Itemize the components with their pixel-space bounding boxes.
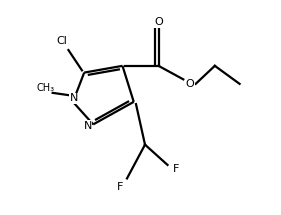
Text: O: O	[186, 79, 194, 89]
Text: F: F	[117, 183, 123, 192]
Text: O: O	[154, 17, 163, 27]
Text: N: N	[83, 121, 92, 131]
Text: CH₃: CH₃	[37, 83, 55, 93]
Text: F: F	[173, 164, 180, 174]
Text: N: N	[70, 94, 78, 103]
Text: Cl: Cl	[56, 36, 67, 46]
